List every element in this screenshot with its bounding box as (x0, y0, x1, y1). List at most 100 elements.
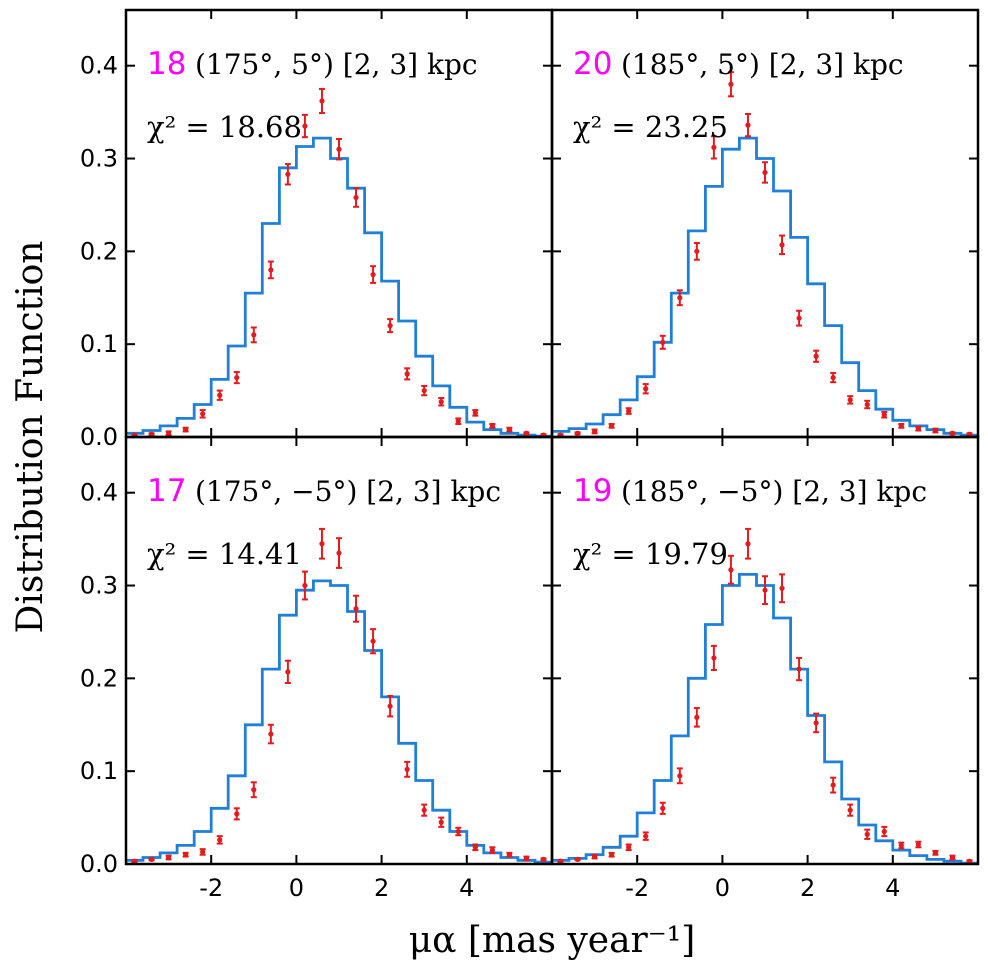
y-tick-label: 0.1 (80, 330, 118, 358)
data-point (216, 389, 223, 401)
data-marker (438, 399, 444, 405)
data-point (608, 423, 615, 429)
data-marker (660, 339, 666, 345)
data-marker (796, 315, 802, 321)
data-point (744, 527, 751, 560)
chi2-label: χ² = 18.68 (147, 110, 302, 144)
data-point (387, 318, 394, 334)
data-point (199, 848, 206, 856)
y-tick-label: 0.3 (80, 572, 118, 600)
data-point (199, 409, 206, 419)
data-point (932, 850, 939, 856)
data-marker (728, 81, 734, 87)
data-point (353, 187, 360, 208)
data-marker (455, 828, 461, 835)
data-marker (864, 831, 870, 837)
data-point (438, 816, 445, 828)
data-marker (421, 807, 427, 813)
data-point (472, 843, 479, 852)
model-histogram (126, 579, 552, 864)
data-marker (881, 412, 887, 418)
data-point (404, 367, 411, 381)
data-marker (574, 430, 581, 436)
data-point (591, 853, 598, 860)
y-tick-label: 0.1 (80, 757, 118, 785)
data-marker (864, 401, 870, 408)
data-marker (677, 295, 683, 301)
data-marker (302, 582, 308, 589)
data-point (489, 423, 496, 429)
data-marker (540, 856, 547, 862)
data-point (318, 87, 325, 115)
data-point (881, 825, 888, 838)
data-marker (200, 411, 206, 417)
data-point (421, 384, 428, 397)
data-point (557, 858, 564, 864)
data-marker (898, 423, 904, 429)
data-point (693, 241, 700, 261)
data-point (301, 570, 308, 601)
panel-id-label: 20 (573, 46, 612, 82)
panel-id-label: 18 (147, 46, 186, 82)
data-point (915, 425, 922, 432)
data-marker (166, 430, 172, 436)
data-point (625, 407, 632, 415)
data-point (676, 289, 683, 307)
data-point (779, 573, 786, 604)
data-marker (387, 323, 393, 329)
data-point (881, 410, 888, 419)
data-point (267, 260, 274, 280)
data-marker (353, 606, 359, 612)
data-marker (694, 714, 700, 720)
data-marker (523, 430, 530, 436)
data-point (148, 856, 155, 862)
data-marker (626, 844, 632, 850)
data-point (813, 349, 820, 363)
data-marker (217, 837, 223, 843)
data-point (813, 712, 820, 734)
data-point (762, 161, 768, 184)
data-marker (251, 332, 257, 338)
data-marker (932, 850, 939, 856)
data-point (847, 395, 854, 405)
data-marker (285, 669, 291, 675)
data-marker (523, 855, 530, 862)
data-marker (336, 550, 342, 556)
data-point (591, 428, 598, 435)
data-marker (217, 392, 223, 398)
panel-top-left: 0.0 0.1 0.2 0.3 0.4 18 (175°, 5°) [2, 3] kpc χ²… (80, 8, 554, 451)
data-point (387, 694, 394, 718)
data-point (489, 846, 496, 854)
data-point (216, 835, 223, 845)
data-marker (592, 853, 598, 860)
data-marker (915, 426, 921, 432)
data-marker (404, 371, 410, 377)
data-point (284, 163, 291, 186)
data-point (250, 781, 257, 799)
data-point (642, 831, 649, 841)
data-marker (796, 666, 802, 672)
y-axis-title: Distribution Function (10, 241, 51, 634)
data-marker (268, 267, 274, 273)
data-marker (557, 858, 564, 864)
x-tick-label: 2 (800, 874, 815, 902)
data-marker (694, 248, 700, 254)
y-tick-label: 0.2 (80, 664, 118, 692)
data-point (710, 135, 717, 160)
data-marker (762, 169, 768, 176)
data-point (779, 234, 786, 256)
data-marker (898, 842, 904, 849)
data-point (744, 112, 751, 138)
data-marker (915, 841, 921, 848)
data-marker (660, 805, 666, 811)
data-point (370, 628, 377, 655)
data-marker (506, 426, 512, 433)
y-tick-label: 0.4 (80, 52, 118, 80)
x-tick-label: 2 (374, 874, 389, 902)
data-marker (609, 423, 615, 429)
data-marker (285, 171, 291, 177)
x-tick-label: 4 (885, 874, 900, 902)
data-point (847, 803, 854, 817)
x-tick-label: 0 (715, 874, 730, 902)
data-marker (319, 98, 325, 104)
